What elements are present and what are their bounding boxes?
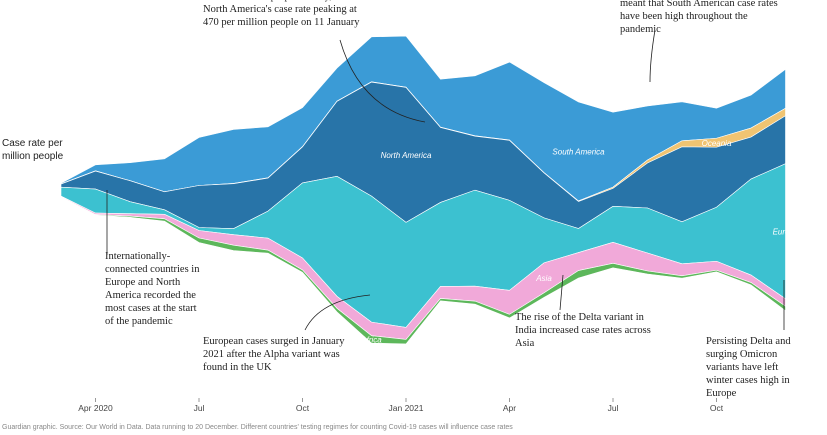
source: Guardian graphic. Source: Our World in D… bbox=[2, 424, 513, 431]
x-tick-label: Jul bbox=[608, 403, 619, 413]
area bbox=[60, 196, 786, 345]
x-tick-label: Jan 2021 bbox=[389, 403, 424, 413]
leader bbox=[339, 39, 426, 123]
annotation: months of Trump's presidency, with North… bbox=[203, 0, 360, 28]
annotation: The rise of the Delta variant in India i… bbox=[515, 312, 651, 349]
series-label: North America bbox=[381, 151, 432, 160]
leader bbox=[559, 274, 564, 311]
series-label: South America bbox=[552, 147, 605, 156]
x-tick-label: Oct bbox=[710, 403, 724, 413]
annotation: European cases surged in January 2021 af… bbox=[203, 336, 345, 373]
series-label: Oceania bbox=[702, 139, 732, 148]
leader bbox=[304, 294, 371, 331]
annotation-leaders bbox=[106, 29, 785, 331]
annotation: Internationally-connected countries in E… bbox=[105, 251, 200, 327]
annotation: meant that South American case rates hav… bbox=[620, 0, 778, 35]
series-label: Europe bbox=[773, 227, 799, 236]
y-label: Case rate per million people bbox=[2, 138, 64, 162]
leader bbox=[649, 29, 656, 83]
x-tick-label: Oct bbox=[296, 403, 310, 413]
annotation: Persisting Delta and surging Omicron var… bbox=[706, 336, 791, 399]
x-tick-label: Apr bbox=[503, 403, 516, 413]
series-label: Asia bbox=[535, 274, 552, 283]
x-tick-label: Apr 2020 bbox=[78, 403, 113, 413]
x-tick-label: Jul bbox=[194, 403, 205, 413]
series-label: Africa bbox=[360, 335, 382, 344]
